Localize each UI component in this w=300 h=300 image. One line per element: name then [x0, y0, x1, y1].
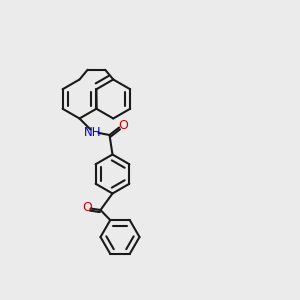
Text: O: O — [118, 118, 128, 132]
Text: NH: NH — [84, 125, 102, 139]
Text: O: O — [82, 201, 92, 214]
